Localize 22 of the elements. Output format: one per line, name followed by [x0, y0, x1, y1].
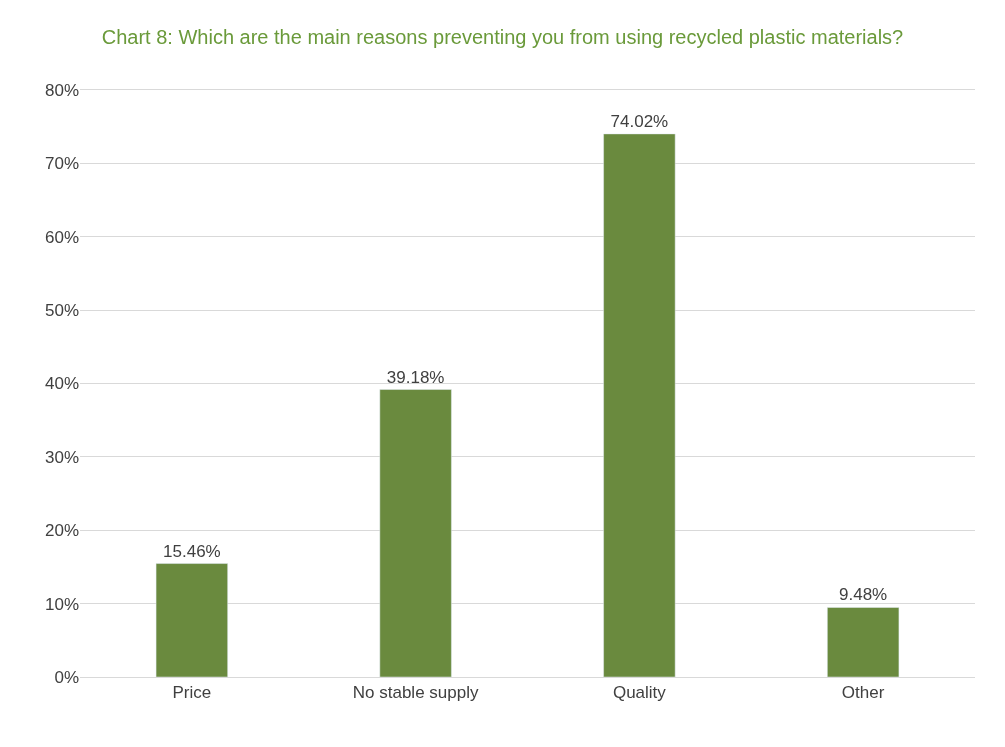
y-tick-label: 80%	[44, 80, 79, 100]
y-tick-label: 20%	[44, 521, 79, 541]
x-tick-label: No stable supply	[352, 683, 479, 703]
y-tick-label: 70%	[44, 154, 79, 174]
data-label: 15.46%	[163, 541, 221, 561]
y-tick-label: 50%	[44, 301, 79, 321]
bar	[155, 563, 228, 677]
x-tick-label: Other	[841, 683, 885, 703]
bar	[379, 389, 452, 677]
y-tick-label: 60%	[44, 227, 79, 247]
data-label: 9.48%	[839, 585, 888, 605]
bar	[603, 133, 676, 677]
x-tick-label: Price	[172, 683, 212, 703]
y-tick-label: 40%	[44, 374, 79, 394]
y-tick-label: 10%	[44, 594, 79, 614]
data-label: 74.02%	[610, 111, 669, 131]
y-tick-label: 0%	[54, 667, 79, 687]
data-label: 39.18%	[386, 367, 445, 387]
y-tick-label: 30%	[44, 447, 79, 467]
x-tick-label: Quality	[612, 683, 667, 703]
chart-title: Chart 8: Which are the main reasons preventing you from using recycled plastic materials?	[101, 25, 904, 48]
bar	[827, 607, 900, 677]
